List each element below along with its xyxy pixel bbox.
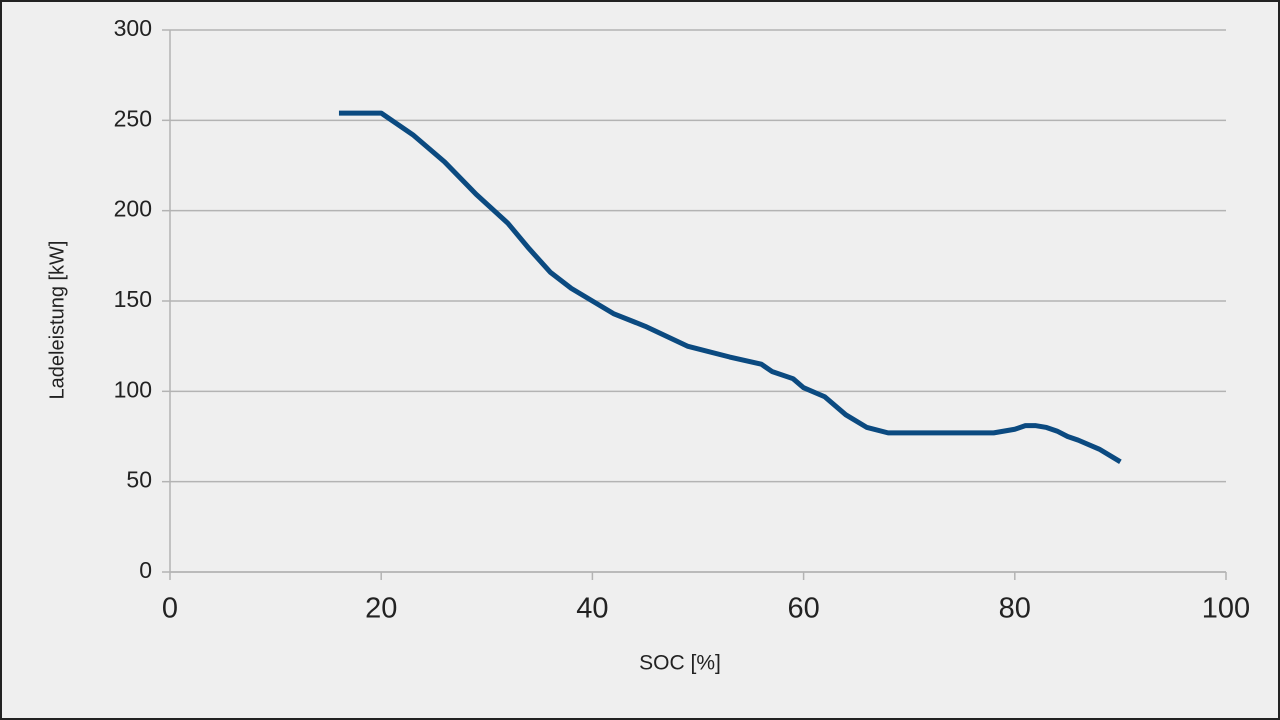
y-tick-label: 100: [114, 376, 152, 402]
x-tick-label: 80: [999, 593, 1031, 625]
y-tick-label: 250: [114, 105, 152, 131]
x-tick-label: 20: [365, 593, 397, 625]
x-tick-label: 60: [787, 593, 819, 625]
x-tick-label: 0: [162, 593, 178, 625]
data-line: [338, 110, 1122, 464]
y-tick-label: 0: [139, 557, 152, 583]
y-axis-label: Ladeleistung [kW]: [46, 241, 68, 400]
x-tick-label: 100: [1202, 593, 1250, 625]
x-tick-label: 40: [576, 593, 608, 625]
x-axis-label: SOC [%]: [639, 652, 721, 675]
y-tick-label: 150: [114, 286, 152, 312]
y-tick-label: 50: [126, 467, 152, 493]
y-tick-label: 200: [114, 196, 152, 222]
y-tick-label: 300: [114, 15, 152, 41]
